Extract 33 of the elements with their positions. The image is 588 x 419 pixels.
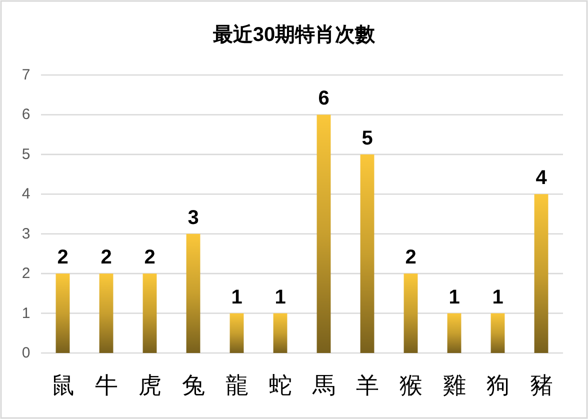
y-tick-label: 1 bbox=[22, 304, 30, 322]
y-tick-label: 0 bbox=[22, 344, 30, 362]
x-tick-label: 狗 bbox=[486, 373, 510, 398]
x-tick-label: 羊 bbox=[356, 373, 379, 398]
data-label: 1 bbox=[492, 286, 504, 308]
x-tick-label: 虎 bbox=[138, 373, 162, 398]
data-label: 2 bbox=[100, 246, 112, 269]
data-label: 4 bbox=[536, 167, 548, 190]
y-tick-label: 5 bbox=[22, 146, 30, 163]
x-tick-label: 龍 bbox=[225, 373, 248, 398]
x-tick-label: 豬 bbox=[530, 373, 553, 398]
data-label: 2 bbox=[405, 246, 416, 269]
x-tick-label: 蛇 bbox=[268, 373, 292, 398]
y-tick-label: 2 bbox=[22, 265, 30, 282]
x-tick-label: 馬 bbox=[311, 373, 336, 398]
chart-title: 最近30期特肖次數 bbox=[212, 23, 376, 46]
data-label: 3 bbox=[188, 206, 199, 229]
data-label: 2 bbox=[57, 246, 68, 269]
y-tick-label: 4 bbox=[22, 186, 30, 203]
y-tick-label: 3 bbox=[22, 225, 30, 242]
x-tick-label: 雞 bbox=[442, 373, 466, 398]
data-label: 1 bbox=[231, 286, 242, 308]
x-tick-label: 鼠 bbox=[51, 373, 74, 398]
y-tick-label: 7 bbox=[22, 66, 30, 84]
data-label: 1 bbox=[448, 286, 460, 308]
data-label: 6 bbox=[318, 88, 330, 110]
x-tick-label: 猴 bbox=[399, 373, 422, 398]
x-tick-label: 牛 bbox=[94, 373, 118, 398]
data-label: 5 bbox=[362, 127, 373, 150]
x-tick-label: 兔 bbox=[182, 373, 205, 398]
y-tick-label: 6 bbox=[22, 106, 30, 124]
data-label: 1 bbox=[274, 286, 286, 308]
data-label: 2 bbox=[144, 246, 156, 269]
